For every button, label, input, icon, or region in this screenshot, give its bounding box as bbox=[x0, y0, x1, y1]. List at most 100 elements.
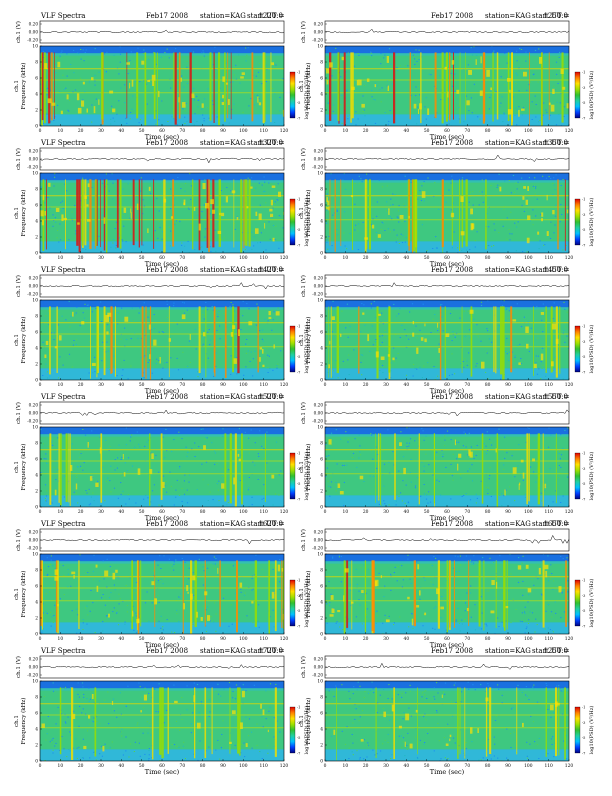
time-axis-label: Time (sec) bbox=[430, 768, 465, 776]
time-tick-label: 30 bbox=[383, 256, 389, 261]
waveform-tick-label: 0.20 bbox=[314, 149, 324, 154]
colorbar-label: log10(PSD) (V²/Hz) bbox=[303, 452, 310, 501]
spectrogram-low-band bbox=[325, 495, 569, 507]
colorbar-label: log10(PSD) (V²/Hz) bbox=[588, 198, 595, 247]
panel-6: Feb17 2008 station=KAG start UT =1450:0 0.2… bbox=[299, 266, 595, 395]
spectrogram-low-band bbox=[325, 241, 569, 253]
time-tick-label: 100 bbox=[524, 129, 533, 134]
time-tick-label: 90 bbox=[220, 129, 226, 134]
colorbar-tick-label: -7 bbox=[582, 371, 585, 375]
time-tick-label: 20 bbox=[78, 129, 84, 134]
time-tick-label: 0 bbox=[324, 383, 327, 388]
panel-11: VLF Spectra Feb17 2008 station=KAG start UT… bbox=[14, 647, 310, 776]
time-tick-label: 100 bbox=[239, 510, 248, 515]
time-tick-label: 30 bbox=[98, 637, 104, 642]
time-tick-label: 100 bbox=[239, 764, 248, 769]
time-axis-label: Time (sec) bbox=[430, 514, 465, 522]
waveform-tick-label: 0.00 bbox=[314, 411, 324, 416]
spectrogram-image bbox=[40, 681, 284, 761]
time-tick-label: 10 bbox=[58, 637, 64, 642]
time-tick-label: 60 bbox=[159, 764, 165, 769]
panel-12: Feb17 2008 station=KAG start UT =1250:0 0.2… bbox=[299, 647, 595, 776]
waveform-tick-label: -0.20 bbox=[27, 165, 38, 170]
colorbar-tick-label: -1 bbox=[297, 198, 300, 202]
freq-axis-label: Frequency (kHz) bbox=[20, 698, 27, 745]
colorbar-tick-label: -1 bbox=[582, 706, 585, 710]
time-tick-label: 70 bbox=[180, 510, 186, 515]
panel-start-label: start UT = bbox=[532, 647, 570, 655]
time-tick-label: 80 bbox=[485, 129, 491, 134]
time-tick-label: 80 bbox=[485, 637, 491, 642]
time-tick-label: 80 bbox=[485, 383, 491, 388]
waveform-axis-label: ch.1 (V) bbox=[300, 275, 307, 297]
time-tick-label: 90 bbox=[220, 764, 226, 769]
spectrogram-low-band bbox=[40, 495, 284, 507]
freq-axis-channel: ch.1 bbox=[14, 80, 20, 92]
time-tick-label: 0 bbox=[39, 637, 42, 642]
colorbar-tick-label: -1 bbox=[582, 71, 585, 75]
colorbar-tick-label: -5 bbox=[297, 482, 300, 486]
time-tick-label: 60 bbox=[444, 764, 450, 769]
time-tick-label: 120 bbox=[565, 256, 574, 261]
panel-title: VLF Spectra bbox=[40, 139, 85, 147]
freq-tick-label: 6 bbox=[320, 585, 323, 590]
time-tick-label: 0 bbox=[39, 383, 42, 388]
waveform-tick-label: 0.20 bbox=[314, 22, 324, 27]
freq-axis-label: Frequency (kHz) bbox=[20, 317, 27, 364]
colorbar-tick-label: -7 bbox=[297, 244, 300, 248]
waveform-axis-label: ch.1 (V) bbox=[300, 148, 307, 170]
waveform-tick-label: -0.20 bbox=[27, 38, 38, 43]
freq-axis-label: Frequency (kHz) bbox=[305, 190, 312, 237]
time-tick-label: 50 bbox=[424, 129, 430, 134]
time-tick-label: 30 bbox=[383, 637, 389, 642]
panel-title: VLF Spectra bbox=[40, 393, 85, 401]
freq-tick-label: 8 bbox=[35, 442, 38, 447]
colorbar-tick-label: -1 bbox=[297, 579, 300, 583]
freq-tick-label: 8 bbox=[320, 569, 323, 574]
spectrogram-image bbox=[325, 427, 569, 507]
colorbar-tick-label: -3 bbox=[297, 467, 300, 471]
time-tick-label: 50 bbox=[424, 637, 430, 642]
freq-tick-label: 8 bbox=[35, 569, 38, 574]
time-tick-label: 60 bbox=[444, 256, 450, 261]
colorbar-tick-label: -3 bbox=[582, 340, 585, 344]
waveform-tick-label: 0.00 bbox=[29, 284, 39, 289]
spectrogram-low-band bbox=[40, 114, 284, 126]
time-tick-label: 0 bbox=[39, 256, 42, 261]
panel-4: Feb17 2008 station=KAG start UT =1350:0 0.2… bbox=[299, 139, 595, 268]
colorbar bbox=[574, 325, 581, 373]
time-tick-label: 40 bbox=[119, 510, 125, 515]
panel-date: Feb17 2008 bbox=[431, 12, 473, 20]
freq-tick-label: 2 bbox=[35, 363, 38, 368]
panel-date: Feb17 2008 bbox=[431, 139, 473, 147]
time-tick-label: 40 bbox=[404, 510, 410, 515]
panel-start-label: start UT = bbox=[247, 12, 285, 20]
freq-axis-label: Frequency (kHz) bbox=[305, 63, 312, 110]
spectrogram-image bbox=[40, 427, 284, 507]
colorbar-tick-label: -3 bbox=[582, 86, 585, 90]
freq-tick-label: 6 bbox=[320, 458, 323, 463]
freq-tick-label: 0 bbox=[320, 760, 323, 765]
time-axis-label: Time (sec) bbox=[145, 768, 180, 776]
time-tick-label: 110 bbox=[259, 256, 268, 261]
colorbar-tick-label: -7 bbox=[297, 117, 300, 121]
freq-tick-label: 8 bbox=[320, 442, 323, 447]
spectrogram-low-band bbox=[40, 241, 284, 253]
time-tick-label: 120 bbox=[565, 383, 574, 388]
colorbar-tick-label: -5 bbox=[297, 736, 300, 740]
waveform-trace bbox=[324, 282, 570, 288]
panel-title: VLF Spectra bbox=[40, 647, 85, 655]
waveform-axis-label: ch.1 (V) bbox=[15, 21, 22, 43]
spectrogram-top-band bbox=[325, 554, 569, 562]
freq-tick-label: 6 bbox=[35, 712, 38, 717]
freq-tick-label: 8 bbox=[320, 188, 323, 193]
time-tick-label: 20 bbox=[363, 256, 369, 261]
panel-9: VLF Spectra Feb17 2008 station=KAG start UT… bbox=[14, 520, 310, 649]
waveform-tick-label: -0.20 bbox=[312, 292, 323, 297]
time-tick-label: 10 bbox=[343, 764, 349, 769]
colorbar-tick-label: -3 bbox=[297, 86, 300, 90]
spectrogram-image bbox=[325, 554, 569, 634]
colorbar-tick-label: -1 bbox=[582, 579, 585, 583]
time-tick-label: 10 bbox=[58, 510, 64, 515]
waveform-tick-label: 0.00 bbox=[314, 538, 324, 543]
